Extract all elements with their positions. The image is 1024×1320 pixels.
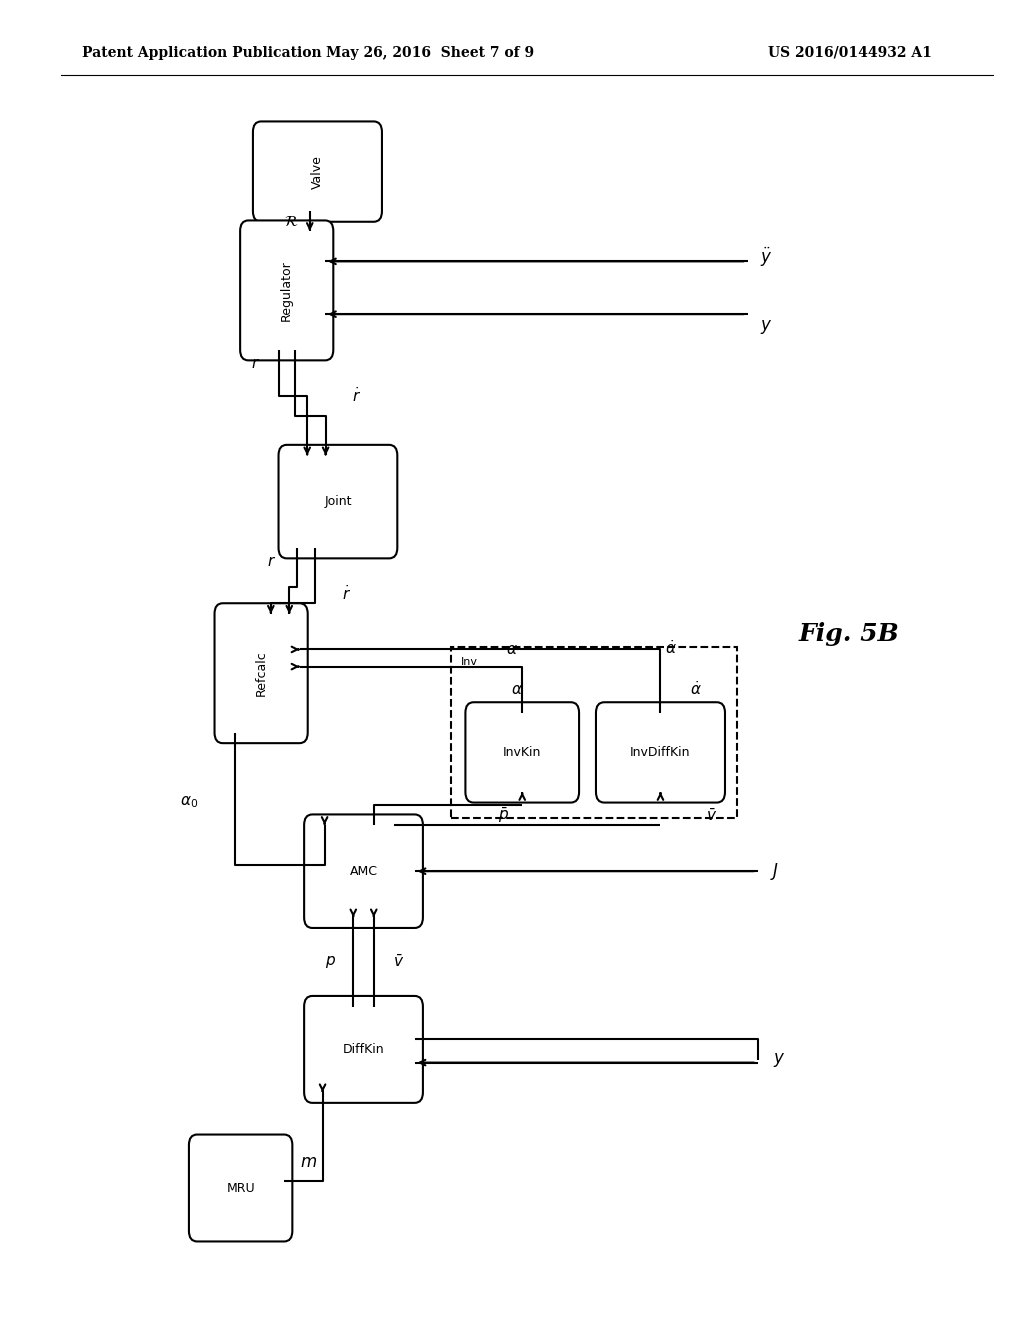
Text: $\bar{v}$: $\bar{v}$ [707, 808, 717, 824]
Text: $\ddot{y}$: $\ddot{y}$ [760, 246, 772, 269]
Text: $p$: $p$ [326, 954, 336, 970]
Text: Fig. 5B: Fig. 5B [799, 622, 899, 645]
FancyBboxPatch shape [304, 995, 423, 1104]
FancyBboxPatch shape [596, 702, 725, 803]
Text: Inv: Inv [461, 657, 478, 668]
Text: $J$: $J$ [770, 861, 779, 882]
Text: $\alpha$: $\alpha$ [506, 643, 518, 657]
Text: InvKin: InvKin [503, 746, 542, 759]
Text: $y$: $y$ [760, 318, 772, 337]
Text: $\alpha$: $\alpha$ [511, 681, 523, 697]
FancyBboxPatch shape [465, 702, 580, 803]
Text: $y$: $y$ [773, 1051, 785, 1069]
Text: $r$: $r$ [267, 553, 275, 569]
Text: Valve: Valve [311, 154, 324, 189]
FancyBboxPatch shape [253, 121, 382, 222]
FancyBboxPatch shape [279, 445, 397, 558]
FancyBboxPatch shape [304, 814, 423, 928]
Text: May 26, 2016  Sheet 7 of 9: May 26, 2016 Sheet 7 of 9 [326, 46, 535, 59]
Text: $\bar{v}$: $\bar{v}$ [393, 954, 403, 970]
Text: Regulator: Regulator [281, 260, 293, 321]
Text: Patent Application Publication: Patent Application Publication [82, 46, 322, 59]
Text: MRU: MRU [226, 1181, 255, 1195]
Text: $\bar{p}$: $\bar{p}$ [499, 807, 509, 825]
Text: AMC: AMC [349, 865, 378, 878]
Text: $\dot{r}$: $\dot{r}$ [342, 585, 350, 603]
Text: $\dot{r}$: $\dot{r}$ [352, 387, 360, 405]
FancyBboxPatch shape [215, 603, 307, 743]
Text: $\dot{\alpha}$: $\dot{\alpha}$ [665, 639, 677, 657]
Text: $\mathcal{R}$: $\mathcal{R}$ [284, 214, 299, 228]
Text: Refcalc: Refcalc [255, 651, 267, 696]
Text: $r$: $r$ [252, 355, 260, 371]
FancyBboxPatch shape [240, 220, 334, 360]
Text: $\alpha_0$: $\alpha_0$ [180, 795, 198, 809]
Text: InvDiffKin: InvDiffKin [630, 746, 691, 759]
Text: US 2016/0144932 A1: US 2016/0144932 A1 [768, 46, 932, 59]
Text: $m$: $m$ [300, 1152, 317, 1171]
Text: $\dot{\alpha}$: $\dot{\alpha}$ [690, 680, 702, 698]
FancyBboxPatch shape [188, 1134, 293, 1241]
Text: Joint: Joint [325, 495, 351, 508]
Bar [451, 647, 737, 818]
Text: DiffKin: DiffKin [343, 1043, 384, 1056]
